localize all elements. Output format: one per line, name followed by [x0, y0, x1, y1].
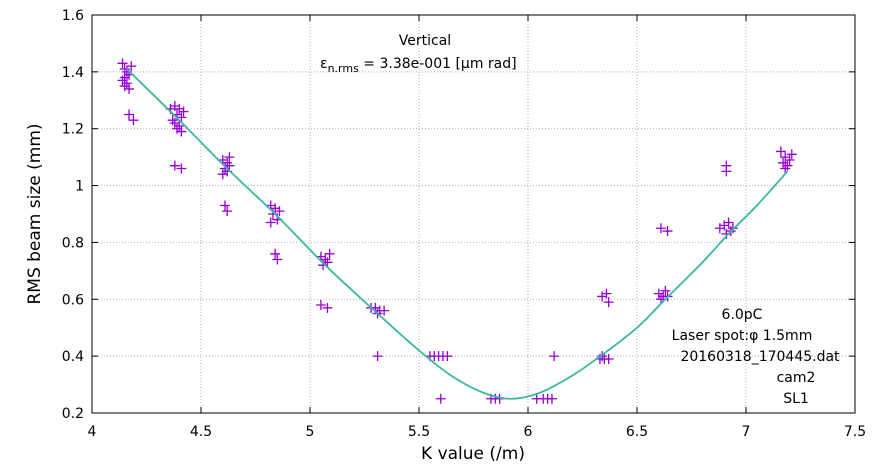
data-point [601, 288, 612, 299]
data-point [124, 83, 135, 94]
data-point [775, 146, 786, 157]
chart-title: Vertical [399, 33, 451, 49]
y-tick-label: 1.6 [62, 8, 84, 24]
data-point [128, 115, 139, 126]
data-point [126, 61, 137, 72]
data-point [117, 58, 128, 69]
data-point [167, 115, 178, 126]
x-tick-label: 7.5 [844, 424, 866, 440]
data-point [174, 120, 185, 131]
data-point [723, 217, 734, 228]
y-tick-label: 1.4 [62, 65, 84, 81]
annotation-camera: cam2 [777, 370, 816, 386]
annotation-laser-spot: Laser spot:φ 1.5mm [672, 328, 813, 344]
data-point [780, 163, 791, 174]
data-point [219, 163, 230, 174]
annotation-charge: 6.0pC [722, 307, 763, 323]
data-point [169, 160, 180, 171]
data-point [653, 288, 664, 299]
annotation-slit: SL1 [783, 391, 809, 407]
data-point [780, 152, 791, 163]
data-point [597, 351, 608, 362]
data-point [124, 109, 135, 120]
plot-frame [91, 14, 856, 414]
data-point [224, 152, 235, 163]
data-point [603, 353, 614, 364]
data-point [174, 103, 185, 114]
y-tick-label: 1 [75, 179, 84, 195]
data-point [117, 75, 128, 86]
x-tick-label: 7 [742, 424, 751, 440]
emittance-symbol: ε [320, 56, 328, 72]
data-point [435, 393, 446, 404]
x-axis-label: K value (/m) [421, 444, 525, 464]
data-point [270, 248, 281, 259]
x-tick-label: 4 [88, 424, 97, 440]
data-point [318, 260, 329, 271]
data-point [322, 302, 333, 313]
data-point [322, 257, 333, 268]
data-point [272, 254, 283, 265]
data-point [714, 223, 725, 234]
axis-ticks: 4 4.5 5 5.5 6 6.5 7 7.5 0.2 0.4 0.6 0.8 1 1.2 1.4 1.6 [62, 8, 866, 440]
data-point [603, 297, 614, 308]
emittance-label: εn.rms = 3.38e-001 [μm rad] [320, 56, 517, 75]
data-point [662, 226, 673, 237]
data-point [172, 123, 183, 134]
y-axis-label: RMS beam size (mm) [25, 123, 45, 304]
x-tick-label: 5 [306, 424, 315, 440]
data-point [176, 126, 187, 137]
x-tick-label: 6.5 [626, 424, 648, 440]
data-point [782, 160, 793, 171]
y-tick-label: 1.2 [62, 122, 84, 138]
annotation-datafile: 20160318_170445.dat [680, 349, 840, 365]
fit-curve [126, 68, 789, 400]
data-point [324, 248, 335, 259]
y-tick-label: 0.2 [62, 406, 84, 422]
y-tick-label: 0.6 [62, 292, 84, 308]
data-point [217, 169, 228, 180]
x-tick-label: 6 [524, 424, 533, 440]
data-point [222, 206, 233, 217]
data-point [121, 78, 132, 89]
data-point [169, 100, 180, 111]
data-point [660, 285, 671, 296]
data-point [176, 163, 187, 174]
emittance-subscript: n.rms [328, 62, 360, 75]
data-point [176, 112, 187, 123]
data-point [719, 220, 730, 231]
data-point [315, 299, 326, 310]
data-point [119, 64, 130, 75]
data-point [778, 157, 789, 168]
data-point [442, 351, 453, 362]
data-point [549, 351, 560, 362]
data-point [546, 393, 557, 404]
data-point [786, 149, 797, 160]
data-point [265, 217, 276, 228]
data-point [372, 351, 383, 362]
data-point [721, 166, 732, 177]
emittance-value: = 3.38e-001 [μm rad] [359, 56, 517, 72]
y-tick-label: 0.8 [62, 235, 84, 251]
data-point [784, 154, 795, 165]
data-point [274, 206, 285, 217]
x-tick-label: 5.5 [408, 424, 430, 440]
data-point [119, 81, 130, 92]
data-point [655, 223, 666, 234]
data-point [119, 72, 130, 83]
data-point [267, 209, 278, 219]
data-point [178, 106, 189, 117]
data-point [379, 305, 390, 316]
y-tick-label: 0.4 [62, 349, 84, 365]
data-point [219, 200, 230, 211]
data-point [224, 160, 235, 171]
data-point [597, 291, 608, 302]
x-tick-label: 4.5 [190, 424, 212, 440]
grid [92, 15, 855, 413]
